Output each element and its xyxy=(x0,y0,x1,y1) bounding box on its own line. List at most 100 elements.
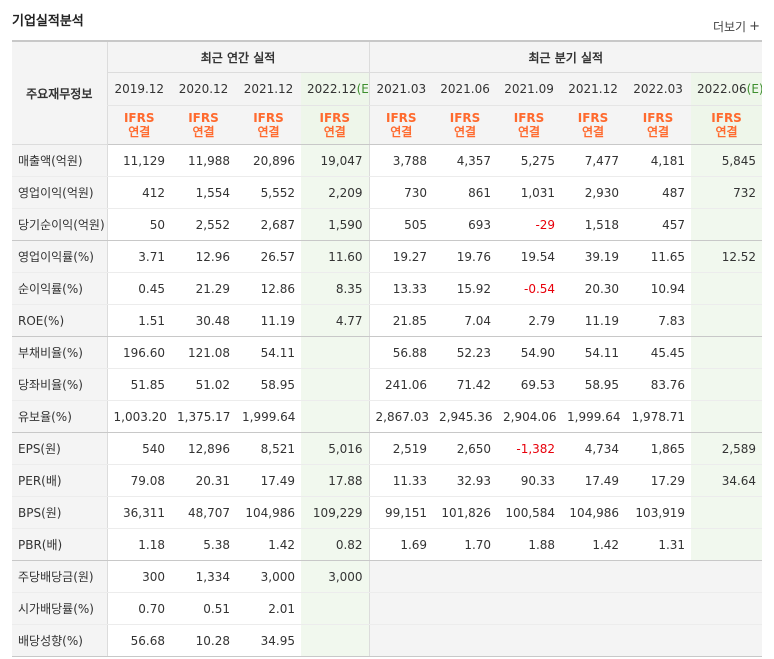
table-cell: 34.64 xyxy=(691,464,763,497)
table-cell: 99,151 xyxy=(368,496,434,529)
row-label: PBR(배) xyxy=(12,528,108,561)
ifrs-basis-header: IFRS 연결 xyxy=(497,105,562,145)
table-cell: 5,552 xyxy=(236,176,301,209)
more-link[interactable]: 더보기 + xyxy=(713,18,760,35)
table-row: PER(배) 79.08 20.31 17.49 17.88 11.33 32.93 90.3… xyxy=(12,464,763,497)
row-label: 매출액(억원) xyxy=(12,144,108,177)
table-cell: 3,000 xyxy=(301,560,370,593)
table-cell xyxy=(691,496,763,529)
table-cell: 861 xyxy=(433,176,498,209)
table-cell xyxy=(691,624,763,657)
table-row: ROE(%) 1.51 30.48 11.19 4.77 21.85 7.04 2.79 11.… xyxy=(12,304,763,337)
table-row: 순이익률(%) 0.45 21.29 12.86 8.35 13.33 15.92 -0.54… xyxy=(12,272,763,305)
period-header: 2022.12(E) xyxy=(301,72,370,106)
ifrs-header-row: IFRS 연결 IFRS 연결 IFRS 연결 IFRS 연결 IFRS 연결 IFRS 연결 IFRS… xyxy=(12,105,763,145)
period-header: 2022.06(E) xyxy=(691,72,763,106)
table-row: 영업이익(억원) 412 1,554 5,552 2,209 730 861 1,031 2,9… xyxy=(12,176,763,209)
table-cell: 1,999.64 xyxy=(236,400,301,433)
table-cell: 0.70 xyxy=(107,592,171,625)
row-label: ROE(%) xyxy=(12,304,108,337)
row-label: 배당성향(%) xyxy=(12,624,108,657)
table-cell: 103,919 xyxy=(625,496,692,529)
table-cell xyxy=(691,592,763,625)
table-row: 매출액(억원) 11,129 11,988 20,896 19,047 3,788 4,35… xyxy=(12,144,763,177)
table-cell: 104,986 xyxy=(561,496,626,529)
table-cell: 21.29 xyxy=(171,272,236,305)
table-cell: 2.01 xyxy=(236,592,301,625)
table-cell: 10.94 xyxy=(625,272,692,305)
table-cell xyxy=(691,368,763,401)
table-cell: 12.52 xyxy=(691,240,763,273)
table-cell: 505 xyxy=(368,208,434,241)
table-cell: 1.31 xyxy=(625,528,692,561)
table-cell xyxy=(691,208,763,241)
table-cell xyxy=(561,624,626,657)
table-cell: 56.68 xyxy=(107,624,171,657)
section-title: 기업실적분석 xyxy=(12,14,84,29)
table-cell: -29 xyxy=(497,208,562,241)
table-cell: 11.19 xyxy=(561,304,626,337)
plus-icon: + xyxy=(749,19,760,34)
table-cell: 11.65 xyxy=(625,240,692,273)
table-cell xyxy=(625,624,692,657)
table-cell: 241.06 xyxy=(368,368,434,401)
table-cell: 2.79 xyxy=(497,304,562,337)
table-cell: -1,382 xyxy=(497,432,562,465)
table-cell: 19.76 xyxy=(433,240,498,273)
table-cell: 3.71 xyxy=(107,240,171,273)
estimate-marker: (E) xyxy=(746,82,763,96)
table-cell: 11,988 xyxy=(171,144,236,177)
table-cell: 11.60 xyxy=(301,240,370,273)
table-cell: 17.88 xyxy=(301,464,370,497)
table-row: 당좌비율(%) 51.85 51.02 58.95 241.06 71.42 69.53 58… xyxy=(12,368,763,401)
table-cell: 1,865 xyxy=(625,432,692,465)
table-cell: 3,788 xyxy=(368,144,434,177)
table-cell: 3,000 xyxy=(236,560,301,593)
more-label: 더보기 xyxy=(712,20,747,34)
table-cell: 7.83 xyxy=(625,304,692,337)
table-cell: 52.23 xyxy=(433,336,498,369)
table-cell: 1,518 xyxy=(561,208,626,241)
table-cell: 39.19 xyxy=(561,240,626,273)
table-cell: 32.93 xyxy=(433,464,498,497)
table-cell xyxy=(691,400,763,433)
period-header-row: 2019.122020.122021.122022.12(E)2021.0320… xyxy=(12,72,763,106)
table-cell: 121.08 xyxy=(171,336,236,369)
table-cell: 540 xyxy=(107,432,171,465)
table-cell: 19.54 xyxy=(497,240,562,273)
period-header: 2021.12 xyxy=(236,72,301,106)
row-label: 영업이익(억원) xyxy=(12,176,108,209)
table-cell xyxy=(301,624,370,657)
table-cell: 17.29 xyxy=(625,464,692,497)
table-cell: 7.04 xyxy=(433,304,498,337)
table-cell: 20,896 xyxy=(236,144,301,177)
table-cell: 109,229 xyxy=(301,496,370,529)
quarter-group-header: 최근 분기 실적 xyxy=(368,40,763,73)
table-cell xyxy=(691,528,763,561)
table-cell: 17.49 xyxy=(236,464,301,497)
table-row: 유보율(%) 1,003.20 1,375.17 1,999.64 2,867.03 2,… xyxy=(12,400,763,433)
table-cell: 104,986 xyxy=(236,496,301,529)
row-label: 당기순이익(억원) xyxy=(12,208,108,241)
table-cell: 12.86 xyxy=(236,272,301,305)
table-row: 시가배당률(%) 0.70 0.51 2.01 xyxy=(12,592,763,625)
ifrs-basis-header: IFRS 연결 xyxy=(691,105,763,145)
table-cell xyxy=(301,400,370,433)
group-header-row: 주요재무정보 최근 연간 실적 최근 분기 실적 xyxy=(12,40,763,145)
table-cell: 1,375.17 xyxy=(171,400,236,433)
table-cell: 1.42 xyxy=(236,528,301,561)
table-cell: 34.95 xyxy=(236,624,301,657)
table-cell: 0.51 xyxy=(171,592,236,625)
table-cell: 457 xyxy=(625,208,692,241)
table-cell: 2,589 xyxy=(691,432,763,465)
table-cell xyxy=(368,592,434,625)
table-cell xyxy=(691,336,763,369)
table-cell: -0.54 xyxy=(497,272,562,305)
table-cell: 2,867.03 xyxy=(368,400,434,433)
period-header: 2019.12 xyxy=(106,72,171,106)
table-cell xyxy=(561,560,626,593)
table-cell: 10.28 xyxy=(171,624,236,657)
table-cell: 90.33 xyxy=(497,464,562,497)
table-cell xyxy=(433,624,498,657)
label-column-header: 주요재무정보 xyxy=(12,40,107,145)
